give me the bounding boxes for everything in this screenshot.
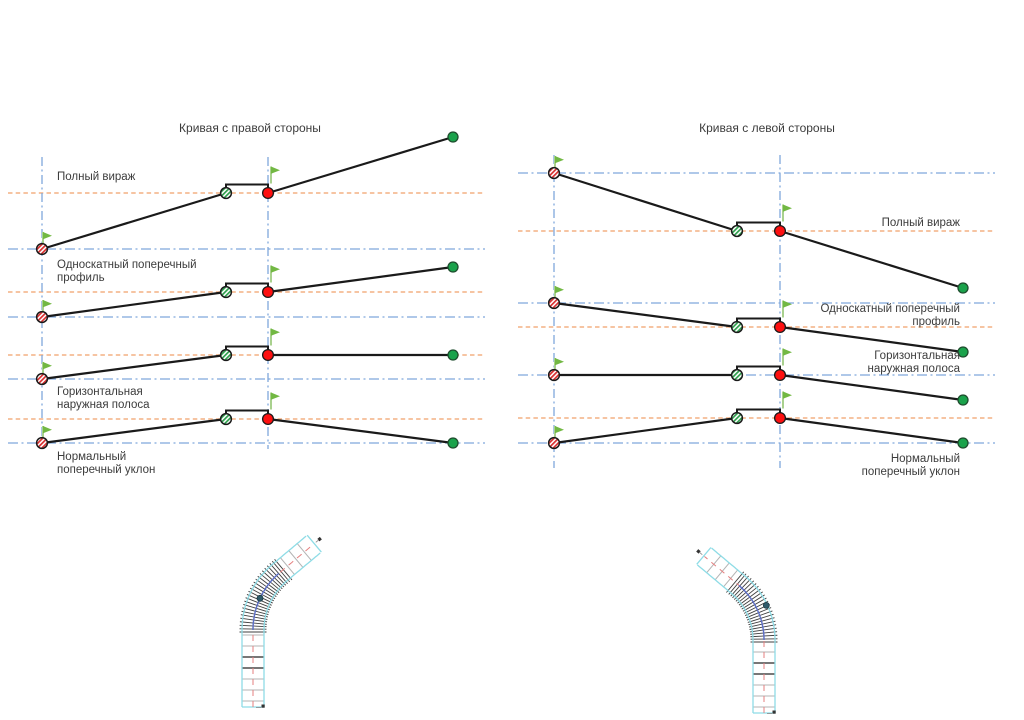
road-edge <box>696 564 754 713</box>
profile-step <box>225 282 269 291</box>
end-point-marker <box>447 437 459 449</box>
diagram-title-right-curve: Кривая с правой стороны <box>179 121 321 135</box>
station-end-marker <box>772 710 776 714</box>
profile-segment-after <box>779 373 964 402</box>
road-cross-tick <box>279 557 295 575</box>
end-point-marker <box>957 282 969 294</box>
pivot-point-marker <box>773 368 787 382</box>
row-label: Полный вираж <box>881 217 960 229</box>
road-edge <box>241 535 307 707</box>
profile-segment-after <box>267 265 454 294</box>
point-markers <box>35 131 969 450</box>
end-point-marker <box>447 131 459 143</box>
knee-point-marker <box>730 411 744 425</box>
profile-segment-after <box>267 417 454 445</box>
pivot-point-marker <box>261 348 275 362</box>
end-point-marker <box>957 437 969 449</box>
start-point-marker <box>35 242 49 256</box>
station-leader <box>315 539 320 543</box>
flag-icon <box>782 204 792 222</box>
profile-lines <box>41 135 964 445</box>
start-point-marker <box>547 296 561 310</box>
end-point-marker <box>957 346 969 358</box>
row-label: Полный вираж <box>57 171 136 183</box>
plan-views <box>239 534 778 714</box>
start-point-marker <box>547 368 561 382</box>
profile-step <box>736 317 781 326</box>
row-label: Нормальный поперечный уклон <box>57 451 156 476</box>
profile-segment-after <box>779 229 964 290</box>
flag-icon <box>270 392 280 410</box>
row-label: Горизонтальная наружная полоса <box>57 386 150 411</box>
pivot-point-marker <box>773 320 787 334</box>
row-label: Односкатный поперечный профиль <box>820 303 960 328</box>
station-end-marker <box>261 704 265 708</box>
start-point-marker <box>35 436 49 450</box>
flag-icons <box>42 156 792 443</box>
profile-segment-after <box>779 325 964 354</box>
road-edge <box>263 552 321 707</box>
profile-segment-before <box>41 417 227 445</box>
flag-icon <box>270 265 280 283</box>
profile-segment-before <box>553 171 738 233</box>
flag-icon <box>782 300 792 318</box>
profile-segment-after <box>779 416 964 445</box>
curve-midpoint-marker <box>762 601 770 609</box>
flag-icon <box>270 166 280 184</box>
start-point-marker <box>35 310 49 324</box>
knee-point-marker <box>219 285 233 299</box>
knee-point-marker <box>730 320 744 334</box>
curve-midpoint-marker <box>256 594 264 602</box>
profile-step <box>736 365 781 374</box>
end-point-marker <box>447 261 459 273</box>
pivot-point-marker <box>773 224 787 238</box>
pivot-point-marker <box>261 186 275 200</box>
profile-segment-before <box>41 290 227 319</box>
superelevation-tick <box>726 571 745 593</box>
plan-view-left <box>239 534 322 708</box>
end-point-marker <box>447 349 459 361</box>
profile-step <box>225 345 269 354</box>
start-point-marker <box>547 436 561 450</box>
profile-step <box>736 221 781 230</box>
end-point-marker <box>957 394 969 406</box>
pivot-point-marker <box>261 285 275 299</box>
knee-point-marker <box>730 368 744 382</box>
knee-point-marker <box>219 412 233 426</box>
knee-point-marker <box>730 224 744 238</box>
station-leader <box>698 551 703 555</box>
curve-centerline <box>738 584 765 640</box>
profile-segment-before <box>41 191 227 251</box>
row-label: Нормальный поперечный уклон <box>861 453 960 478</box>
start-point-marker <box>35 372 49 386</box>
knee-point-marker <box>219 186 233 200</box>
flag-icon <box>782 348 792 366</box>
pivot-point-marker <box>773 411 787 425</box>
flag-icon <box>782 391 792 409</box>
row-label: Односкатный поперечный профиль <box>57 259 197 284</box>
road-cross-tick <box>288 550 304 568</box>
road-cross-tick <box>296 543 312 561</box>
road-centerline <box>704 556 765 713</box>
road-end-cap <box>306 534 322 553</box>
road-edge <box>711 547 776 713</box>
profile-step <box>736 408 781 417</box>
knee-point-marker <box>219 348 233 362</box>
profile-step <box>225 183 269 192</box>
start-point-marker <box>547 166 561 180</box>
pivot-point-marker <box>261 412 275 426</box>
plan-view-right <box>696 547 778 714</box>
row-label: Горизонтальная наружная полоса <box>867 350 960 375</box>
profile-segment-after <box>267 135 454 195</box>
profile-step <box>225 409 269 418</box>
flag-icon <box>270 328 280 346</box>
road-end-cap <box>696 547 712 565</box>
profile-segment-before <box>41 353 227 381</box>
profile-segment-before <box>553 416 738 445</box>
profile-segment-before <box>553 301 738 329</box>
diagram-title-left-curve: Кривая с левой стороны <box>699 121 835 135</box>
